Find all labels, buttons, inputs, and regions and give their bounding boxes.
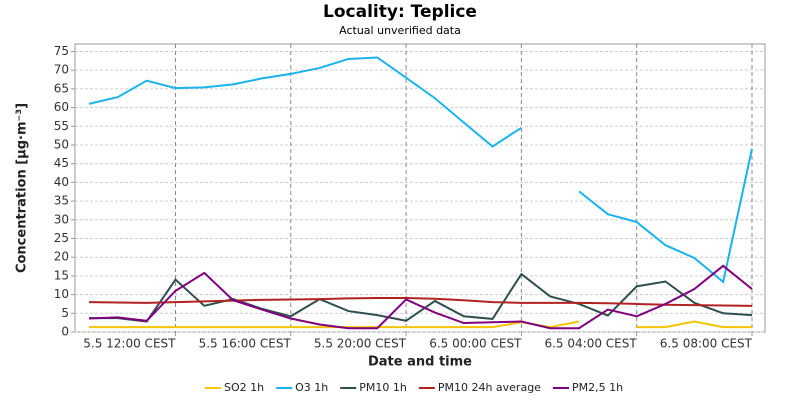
y-tick-label: 20 (54, 250, 69, 264)
x-tick-label: 6.5 04:00 CEST (544, 337, 637, 351)
y-tick-label: 45 (54, 156, 69, 170)
y-axis-label: Concentration [µg·m⁻³] (15, 103, 30, 273)
legend-label: SO2 1h (224, 381, 264, 394)
chart-title: Locality: Teplice (323, 2, 477, 22)
y-tick-label: 25 (54, 231, 69, 245)
legend-label: PM10 24h average (438, 381, 541, 394)
y-tick-label: 5 (61, 306, 69, 320)
x-tick-label: 6.5 08:00 CEST (660, 337, 753, 351)
x-tick-label: 6.5 00:00 CEST (429, 337, 522, 351)
y-tick-label: 35 (54, 194, 69, 208)
series-line (88, 56, 753, 284)
legend-label: O3 1h (295, 381, 328, 394)
series-line (88, 296, 753, 307)
legend: SO2 1h O3 1h PM10 1h PM10 24h average PM2,5 … (205, 381, 623, 394)
y-tick-label: 10 (54, 287, 69, 301)
legend-label: PM10 1h (359, 381, 407, 394)
y-tick-label: 40 (54, 175, 69, 189)
series-line (88, 264, 753, 330)
y-tick-label: 55 (54, 119, 69, 133)
y-tick-label: 65 (54, 81, 69, 95)
y-tick-label: 30 (54, 212, 69, 226)
legend-label: PM2,5 1h (572, 381, 623, 394)
lines (88, 56, 753, 330)
y-tick-label: 60 (54, 100, 69, 114)
chart-subtitle: Actual unverified data (339, 24, 461, 37)
y-tick-label: 15 (54, 268, 69, 282)
x-tick-label: 5.5 12:00 CEST (83, 337, 176, 351)
grid: 0 5 10 15 20 25 30 35 40 45 50 55 60 65 70 75 5.5 12:00 … (54, 44, 765, 351)
y-tick-label: 50 (54, 137, 69, 151)
x-axis-label: Date and time (368, 355, 472, 370)
y-tick-label: 75 (54, 44, 69, 58)
y-tick-label: 70 (54, 63, 69, 77)
x-tick-label: 5.5 20:00 CEST (314, 337, 407, 351)
y-tick-label: 0 (61, 325, 69, 339)
x-tick-label: 5.5 16:00 CEST (199, 337, 292, 351)
